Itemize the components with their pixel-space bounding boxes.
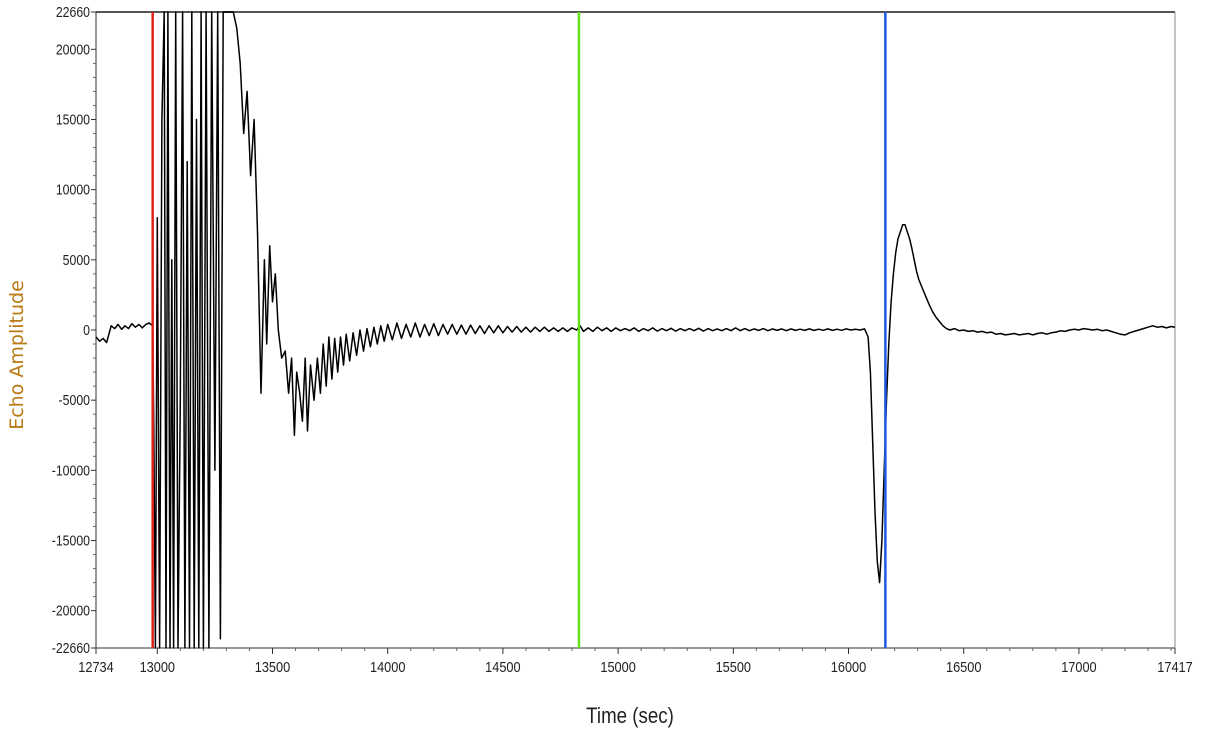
y-tick-label: 5000 [63, 252, 91, 268]
x-tick-label: 13500 [255, 658, 291, 675]
y-tick-label: 15000 [56, 111, 91, 127]
y-axis-title: Echo Amplitude [2, 190, 32, 520]
x-axis: 12734 13000 13500 14000 14500 15000 15500 16000… [78, 648, 1193, 675]
y-tick-label: -22660 [52, 640, 91, 656]
y-tick-label: -20000 [52, 603, 91, 619]
x-tick-label: 16000 [831, 658, 867, 675]
y-tick-label: -5000 [59, 392, 91, 408]
x-tick-label: 13000 [140, 658, 176, 675]
plot-background [96, 12, 1175, 648]
x-tick-label: 15500 [716, 658, 752, 675]
y-axis: 22660 20000 15000 10000 5000 0 -5000 -10000 -150… [52, 4, 96, 656]
y-tick-label: 20000 [56, 41, 91, 57]
y-tick-label: -15000 [52, 532, 91, 548]
y-tick-label: 10000 [56, 182, 91, 198]
x-tick-label: 14500 [485, 658, 521, 675]
x-tick-label: 12734 [78, 658, 114, 675]
y-tick-label: 22660 [56, 4, 91, 20]
y-axis-title-text: Echo Amplitude [6, 280, 28, 430]
x-tick-label: 15000 [600, 658, 636, 675]
x-tick-label: 17417 [1157, 658, 1193, 675]
x-tick-label: 16500 [946, 658, 982, 675]
y-tick-label: 0 [83, 322, 90, 338]
y-tick-label: -10000 [52, 462, 91, 478]
x-tick-label: 14000 [370, 658, 406, 675]
plot-frame [96, 12, 1175, 648]
x-tick-label: 17000 [1061, 658, 1097, 675]
x-axis-title: Time (sec) [503, 703, 758, 729]
